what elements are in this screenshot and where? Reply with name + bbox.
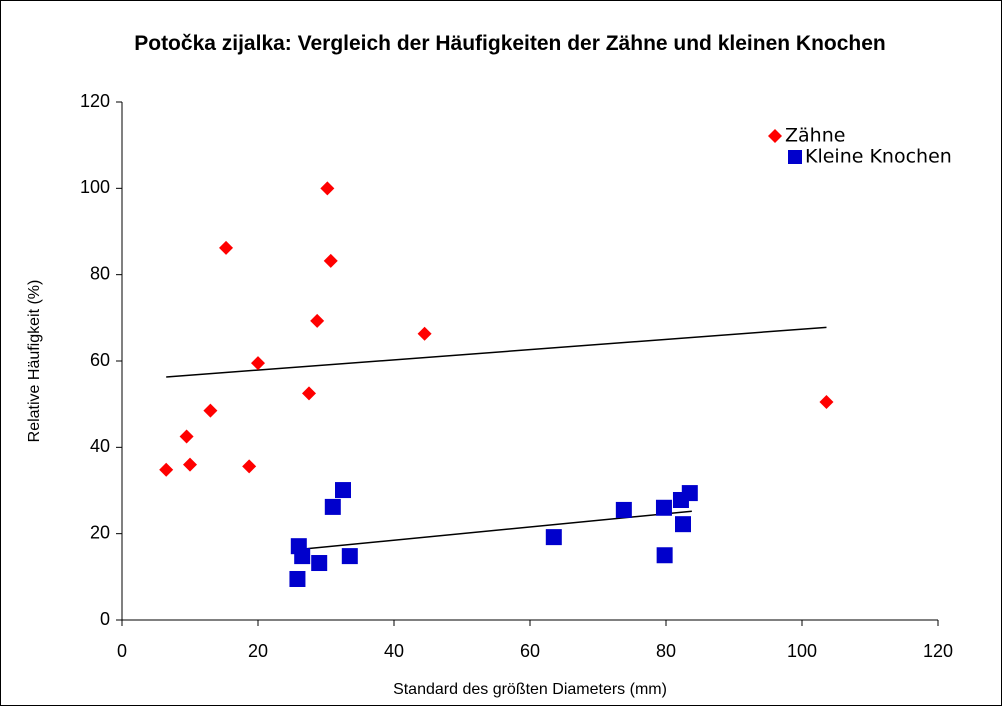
y-tick-label: 40 — [90, 436, 110, 456]
point — [310, 313, 325, 328]
point — [656, 547, 673, 564]
x-tick-label: 60 — [520, 641, 540, 661]
point — [417, 326, 432, 341]
chart-title: Potočka zijalka: Vergleich der Häufigkei… — [134, 32, 886, 55]
x-tick-label: 120 — [923, 641, 953, 661]
y-tick-label: 120 — [80, 91, 110, 111]
y-tick-label: 20 — [90, 522, 110, 542]
y-tick-label: 60 — [90, 350, 110, 370]
x-tick-label: 100 — [787, 641, 817, 661]
legend-marker — [768, 129, 782, 143]
trendline — [166, 326, 827, 378]
point — [545, 529, 562, 546]
point — [819, 395, 834, 410]
legend-label: Kleine Knochen — [805, 146, 952, 168]
point — [289, 570, 306, 587]
point — [159, 462, 174, 477]
point — [203, 403, 218, 418]
x-axis-label: Standard des größten Diameters (mm) — [393, 681, 667, 698]
point — [183, 457, 197, 472]
point — [251, 356, 265, 371]
point — [219, 240, 234, 255]
x-tick-label: 40 — [384, 641, 404, 661]
point — [302, 386, 316, 401]
x-tick-label: 20 — [248, 641, 268, 661]
point — [681, 485, 698, 502]
y-tick-label: 0 — [100, 609, 110, 629]
y-tick-label: 80 — [90, 263, 110, 283]
x-tick-label: 0 — [117, 641, 127, 661]
legend-marker — [788, 150, 802, 164]
point — [323, 253, 338, 268]
point — [655, 499, 672, 516]
y-tick-label: 100 — [80, 177, 110, 197]
point — [242, 459, 257, 474]
point — [320, 181, 335, 196]
point — [341, 548, 358, 565]
point — [324, 498, 341, 515]
x-tick-label: 80 — [656, 641, 676, 661]
point — [311, 555, 328, 572]
point — [294, 548, 311, 565]
legend-label: Zähne — [785, 125, 845, 147]
y-axis-label: Relative Häufigkeit (%) — [26, 280, 43, 443]
point — [615, 501, 632, 518]
point — [335, 482, 351, 499]
point — [179, 429, 194, 444]
point — [675, 516, 691, 533]
